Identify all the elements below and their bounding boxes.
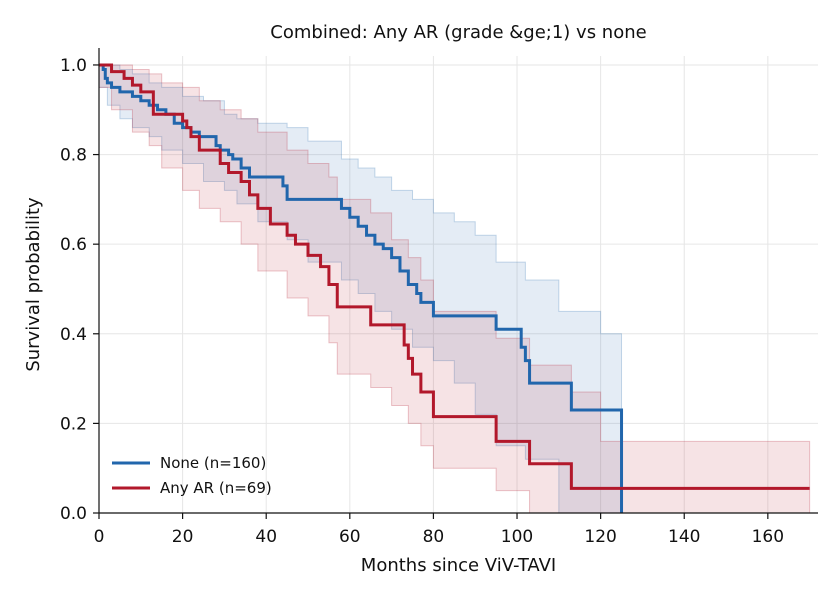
chart-title: Combined: Any AR (grade &ge;1) vs none — [270, 22, 646, 43]
x-tick-label-5: 100 — [501, 527, 533, 547]
legend: None (n=160) Any AR (n=69) — [112, 454, 272, 497]
x-tick-label-0: 0 — [94, 527, 105, 547]
x-tick-label-3: 60 — [339, 527, 361, 547]
x-tick-label-8: 160 — [752, 527, 784, 547]
y-tick-label-2: 0.4 — [60, 325, 87, 345]
x-tick-label-2: 40 — [255, 527, 277, 547]
confidence-bands — [98, 64, 811, 514]
y-tick-label-4: 0.8 — [60, 146, 87, 166]
y-axis-label: Survival probability — [23, 197, 44, 372]
axes — [98, 48, 818, 514]
grid-layer — [98, 56, 818, 514]
curve-any-ar — [99, 63, 810, 490]
ticks: 0 20 40 60 80 100 120 140 160 0.0 0.2 0.4 0.6 0.8 1.0 — [60, 56, 784, 547]
x-tick-label-6: 120 — [584, 527, 616, 547]
survival-curves — [99, 63, 810, 513]
y-tick-label-1: 0.2 — [60, 414, 87, 434]
y-tick-label-3: 0.6 — [60, 235, 87, 255]
legend-label-none: None (n=160) — [160, 454, 266, 472]
x-tick-label-7: 140 — [668, 527, 700, 547]
legend-label-any-ar: Any AR (n=69) — [160, 479, 272, 497]
x-tick-label-4: 80 — [423, 527, 445, 547]
y-tick-label-0: 0.0 — [60, 504, 87, 524]
x-tick-label-1: 20 — [172, 527, 194, 547]
y-tick-label-5: 1.0 — [60, 56, 87, 76]
x-axis-label: Months since ViV-TAVI — [361, 555, 556, 576]
curve-none — [99, 63, 624, 513]
